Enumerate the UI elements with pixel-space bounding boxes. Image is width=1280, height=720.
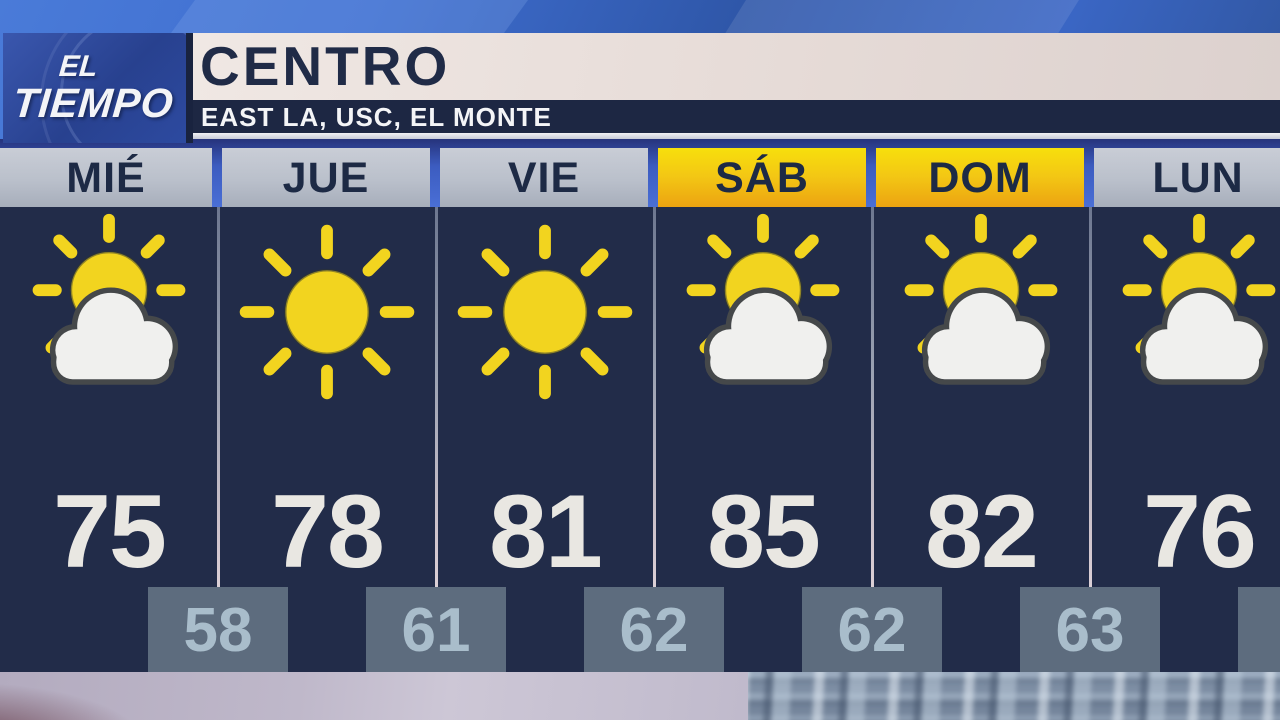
low-temp-box: 62: [802, 587, 942, 672]
high-temp: 76: [1143, 474, 1257, 590]
logo-text: EL TIEMPO: [3, 33, 186, 143]
cityscape-background: [748, 672, 1280, 720]
high-temp: 81: [489, 474, 603, 590]
low-temp-box: 61: [366, 587, 506, 672]
title-bar: CENTRO: [186, 33, 1280, 100]
column-divider: [435, 207, 438, 672]
forecast-grid: MIÉ: [0, 139, 1280, 672]
day-column: DOM: [872, 148, 1090, 672]
location-subtitle: EAST LA, USC, EL MONTE: [201, 102, 552, 132]
day-label: LUN: [1152, 154, 1244, 202]
low-temp: 61: [401, 596, 471, 665]
day-header: SÁB: [658, 148, 866, 207]
column-divider: [653, 207, 656, 672]
low-temp: 58: [183, 596, 253, 665]
bottom-left-corner-shadow: [0, 682, 146, 720]
day-label: VIE: [507, 154, 581, 202]
day-column: JUE 78: [218, 148, 436, 672]
high-temp: 82: [925, 474, 1039, 590]
ground-left: [0, 672, 748, 720]
day-label: MIÉ: [66, 154, 146, 202]
day-label: SÁB: [715, 154, 809, 202]
sunny-icon: [239, 224, 415, 400]
low-temp-box: 58: [148, 587, 288, 672]
partly-cloudy-icon: [904, 213, 1058, 385]
subtitle-underline: [186, 133, 1280, 139]
day-column: MIÉ: [0, 148, 218, 672]
location-title: CENTRO: [200, 35, 451, 97]
column-divider: [871, 207, 874, 672]
low-temp-box-cropped: [1238, 587, 1280, 672]
weather-icon-wrap: [1090, 212, 1280, 418]
high-temp: 78: [271, 474, 385, 590]
partly-cloudy-icon: [686, 213, 840, 385]
weather-icon-wrap: [0, 212, 218, 418]
weather-icon-wrap: [218, 212, 436, 418]
high-temp: 85: [707, 474, 821, 590]
column-divider: [217, 207, 220, 672]
low-temp: 62: [619, 596, 689, 665]
day-header: VIE: [440, 148, 648, 207]
day-label: JUE: [282, 154, 370, 202]
low-temp-box: 63: [1020, 587, 1160, 672]
day-header: DOM: [876, 148, 1084, 207]
sunny-icon: [457, 224, 633, 400]
cityscape-blur-texture: [748, 672, 1280, 720]
day-column: VIE 81: [436, 148, 654, 672]
column-divider: [1089, 207, 1092, 672]
day-label: DOM: [928, 154, 1032, 202]
weather-icon-wrap: [654, 212, 872, 418]
logo-swirl-decoration: [40, 33, 186, 143]
day-column: SÁB: [654, 148, 872, 672]
low-temp: 63: [1055, 596, 1125, 665]
weather-icon-wrap: [872, 212, 1090, 418]
subtitle-bar: EAST LA, USC, EL MONTE: [186, 100, 1280, 133]
day-header: LUN: [1094, 148, 1280, 207]
high-temp: 75: [53, 474, 167, 590]
weather-icon-wrap: [436, 212, 654, 418]
day-header: JUE: [222, 148, 430, 207]
el-tiempo-logo: EL TIEMPO: [3, 33, 193, 143]
logo-line-el: EL: [57, 50, 99, 83]
partly-cloudy-icon: [1122, 213, 1276, 385]
logo-line-tiempo: TIEMPO: [11, 80, 176, 126]
day-column: LUN: [1090, 148, 1280, 672]
day-header: MIÉ: [0, 148, 212, 207]
low-temp: 62: [837, 596, 907, 665]
low-temp-box: 62: [584, 587, 724, 672]
partly-cloudy-icon: [32, 213, 186, 385]
